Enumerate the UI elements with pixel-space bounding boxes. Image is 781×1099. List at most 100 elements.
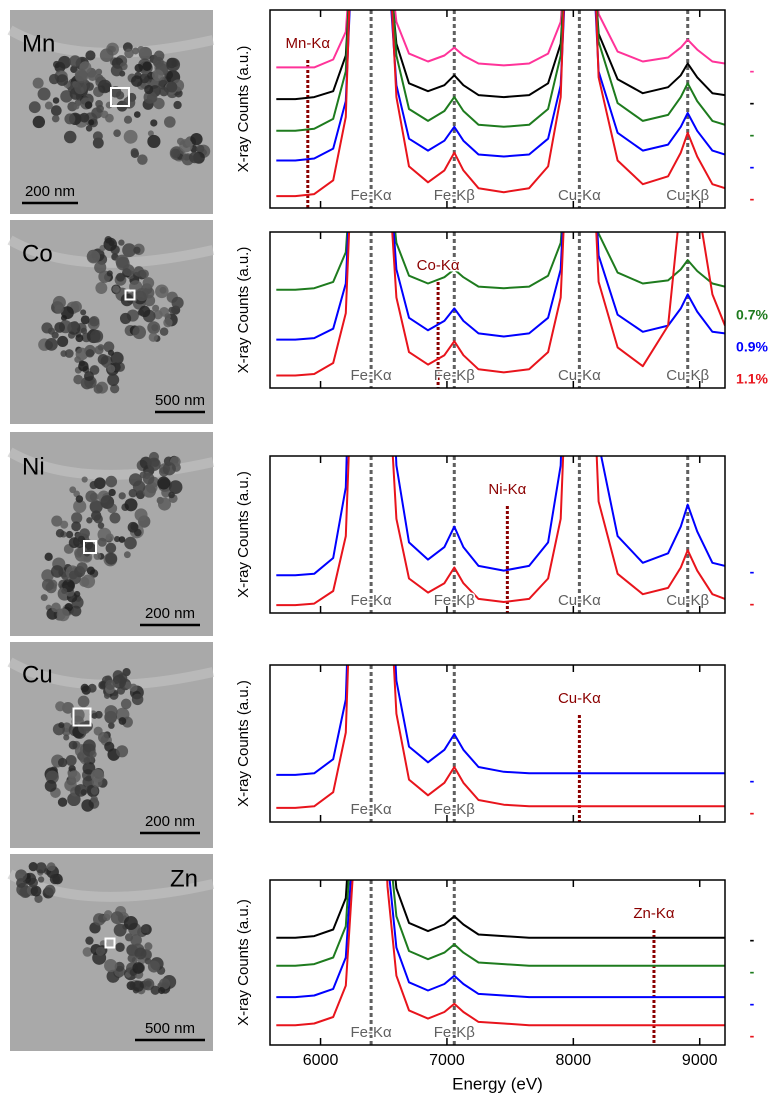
micrograph: Zn 500 nm — [7, 854, 215, 1051]
particle — [123, 551, 131, 559]
reference-label: Fe-Kβ — [434, 187, 476, 204]
particle — [71, 512, 83, 524]
particle — [88, 119, 95, 126]
particle — [30, 885, 42, 897]
particle — [75, 495, 84, 503]
spectrum-line — [276, 232, 725, 291]
support-film — [7, 657, 215, 690]
particle — [115, 272, 125, 282]
x-axis-label: Energy (eV) — [452, 1074, 543, 1093]
particle — [64, 349, 74, 358]
particle — [86, 517, 93, 524]
spectrum-line — [276, 665, 725, 809]
reference-label: Fe-Kα — [351, 367, 393, 384]
particle — [73, 103, 80, 110]
particle — [80, 683, 89, 693]
reference-label: Cu-Kβ — [666, 592, 709, 609]
particle — [44, 779, 57, 792]
particle — [61, 306, 74, 320]
y-axis-label: X-ray Counts (a.u.) — [235, 471, 252, 598]
particle — [95, 282, 108, 294]
legend-entry: - — [750, 564, 755, 580]
particle — [110, 64, 123, 77]
particle — [166, 57, 181, 72]
particle — [90, 329, 104, 343]
particle — [104, 705, 118, 719]
particle — [89, 316, 100, 327]
particle — [120, 698, 132, 710]
particle — [105, 113, 114, 123]
legend-entry: - — [750, 95, 755, 111]
particle — [144, 942, 153, 951]
plot-frame — [269, 879, 726, 1046]
particle — [196, 144, 205, 154]
particle — [164, 116, 176, 128]
particle — [105, 552, 118, 565]
particle — [123, 129, 138, 144]
particle — [147, 321, 161, 335]
legend-entry: - — [750, 773, 755, 789]
particle — [173, 100, 182, 110]
legend-entry: - — [750, 1028, 755, 1044]
particle — [57, 757, 68, 768]
particle — [133, 266, 145, 277]
particle — [148, 332, 158, 342]
particle — [74, 81, 87, 95]
particle — [76, 752, 85, 761]
element-label: Cu — [22, 661, 53, 688]
particle — [58, 55, 71, 69]
particle — [83, 371, 94, 382]
micrograph: Ni 200 nm — [7, 432, 215, 636]
particle — [188, 151, 201, 164]
particle — [147, 134, 161, 149]
particle — [142, 61, 152, 72]
particle — [71, 521, 82, 532]
particle — [124, 498, 138, 512]
particle — [85, 50, 96, 61]
particle — [110, 911, 124, 925]
particle — [97, 537, 107, 547]
particle — [164, 313, 171, 320]
legend-entry: 1.1% — [736, 371, 768, 387]
element-line-label: Ni-Kα — [488, 481, 526, 498]
legend-entry: - — [750, 191, 755, 207]
particle — [74, 356, 81, 363]
particle — [85, 936, 94, 945]
particle — [109, 512, 121, 524]
legend-entry: - — [750, 964, 755, 980]
particle — [46, 862, 56, 872]
x-tick-label: 8000 — [556, 1052, 592, 1069]
micrograph: Cu 200 nm — [7, 642, 215, 848]
particle — [166, 81, 178, 93]
particle — [56, 608, 70, 622]
particle — [85, 125, 93, 132]
particle — [118, 239, 125, 246]
particle — [147, 130, 154, 137]
particle — [137, 309, 145, 316]
particle — [54, 304, 64, 314]
particle — [108, 488, 116, 497]
particle — [85, 490, 98, 503]
reference-label: Fe-Kβ — [434, 367, 476, 384]
particle — [176, 137, 185, 146]
particle — [90, 787, 99, 795]
particle — [52, 97, 60, 104]
particle — [134, 63, 143, 73]
particle — [115, 91, 125, 100]
element-label: Zn — [170, 865, 198, 892]
selected-area — [72, 707, 92, 727]
particle — [105, 679, 116, 691]
selected-area — [124, 289, 136, 301]
particle — [83, 757, 91, 764]
particle — [81, 476, 88, 483]
element-line-label: Mn-Kα — [286, 35, 331, 52]
particle — [92, 131, 103, 142]
particle — [170, 148, 181, 159]
particle — [110, 384, 120, 394]
legend-entry: 0.7% — [736, 307, 768, 323]
particle — [82, 761, 96, 775]
particle — [107, 364, 116, 373]
particle — [79, 112, 90, 123]
selected-area — [83, 540, 97, 554]
particle — [69, 55, 81, 67]
